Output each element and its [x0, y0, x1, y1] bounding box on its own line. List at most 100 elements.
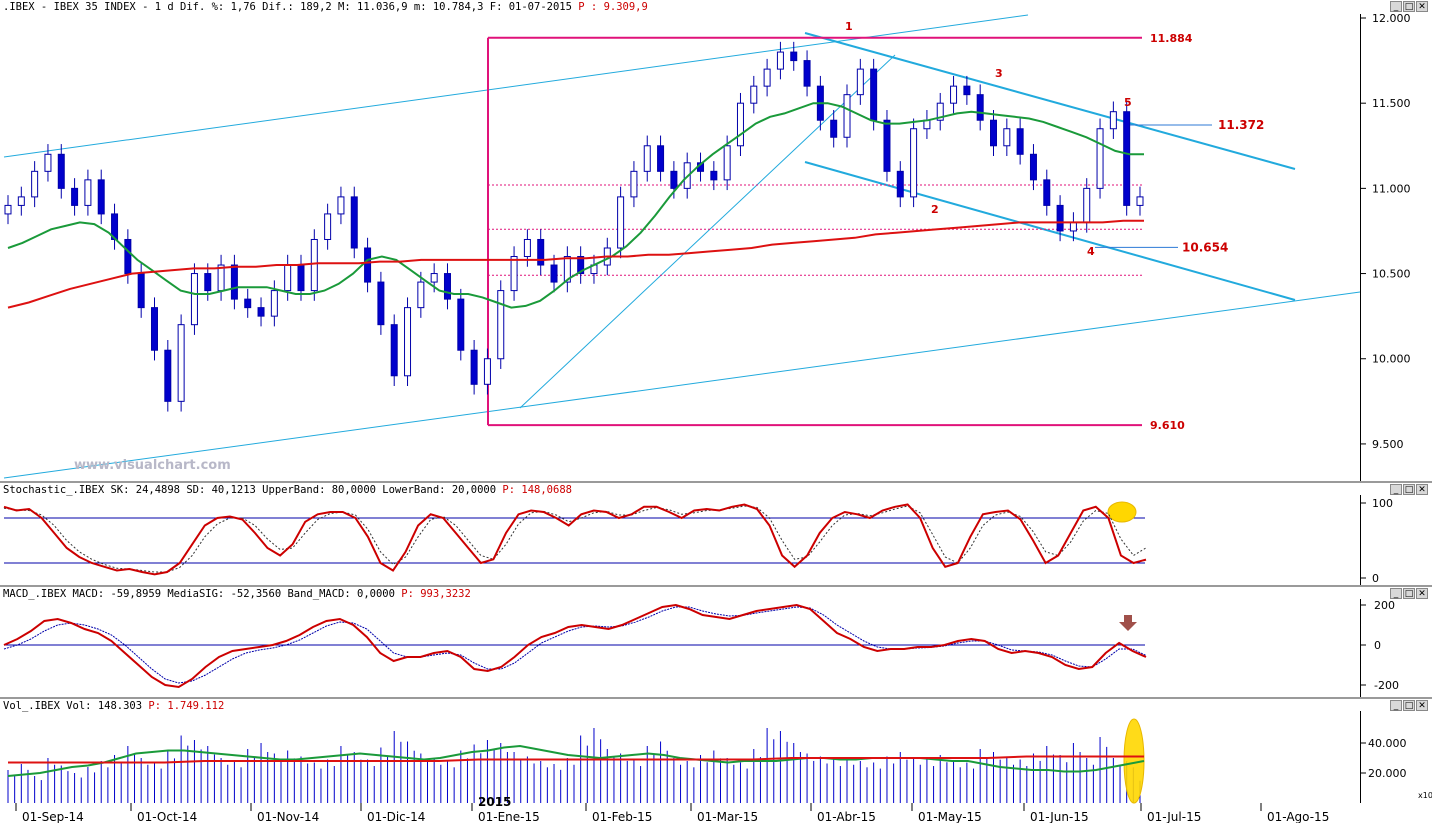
candle	[563, 246, 571, 293]
candle	[843, 84, 851, 148]
candle	[510, 246, 518, 301]
volume-axis-separator	[1360, 711, 1361, 803]
candle	[137, 263, 145, 318]
bear-candle-body	[257, 307, 265, 317]
bull-candle-body	[270, 290, 278, 317]
bull-candle-body	[936, 102, 944, 121]
minimize-button[interactable]: _	[1390, 588, 1402, 599]
macd-window-buttons: _ □ ✕	[1390, 588, 1428, 599]
price-header-text: .IBEX - IBEX 35 INDEX - 1 d Dif. %: 1,76…	[3, 1, 572, 13]
bull-candle-body	[1069, 221, 1077, 232]
bull-candle-body	[310, 238, 318, 292]
candle	[71, 178, 79, 216]
wave-label-3: 3	[995, 67, 1003, 80]
candle	[537, 229, 545, 276]
bull-candle-body	[17, 196, 25, 206]
bear-candle-body	[670, 170, 678, 189]
bull-candle-body	[324, 213, 332, 240]
close-button[interactable]: ✕	[1416, 1, 1428, 12]
macd-pane[interactable]: MACD_.IBEX MACD: -59,8959 MediaSIG: -52,…	[0, 587, 1432, 697]
y-tick-label: 11.000	[1372, 182, 1411, 195]
candle	[830, 110, 838, 148]
price-pane-header: .IBEX - IBEX 35 INDEX - 1 d Dif. %: 1,76…	[3, 0, 648, 14]
stochastic-sd-line	[3, 505, 1147, 573]
candle	[111, 203, 119, 250]
candle	[337, 186, 345, 225]
bear-candle-body	[164, 349, 172, 402]
volume-window-buttons: _ □ ✕	[1390, 700, 1428, 711]
bear-candle-body	[377, 281, 385, 326]
bull-candle-body	[736, 102, 744, 147]
price-axis-separator	[1360, 14, 1361, 481]
bull-candle-body	[1109, 111, 1117, 130]
bear-candle-body	[57, 153, 65, 189]
y-tick-label: 0	[1372, 572, 1379, 585]
macd-line	[3, 603, 1147, 689]
candle	[97, 169, 105, 225]
candle	[443, 263, 451, 310]
bear-candle-body	[150, 307, 158, 351]
candle	[57, 144, 65, 199]
sma-short-line	[7, 102, 1144, 309]
bear-candle-body	[537, 238, 545, 266]
bear-candle-body	[1123, 111, 1131, 206]
candle	[404, 297, 412, 386]
stochastic-sk-line	[3, 503, 1147, 576]
maximize-button[interactable]: □	[1403, 700, 1415, 711]
bear-candle-body	[1029, 153, 1037, 181]
bull-candle-body	[643, 145, 651, 172]
minimize-button[interactable]: _	[1390, 700, 1402, 711]
x-tick-label: 01-Mar-15	[697, 810, 758, 823]
pane-divider-2[interactable]	[0, 585, 1432, 587]
candle	[710, 161, 718, 191]
candle	[790, 41, 798, 71]
candle	[31, 161, 39, 208]
candle	[350, 186, 358, 259]
candle	[963, 75, 971, 105]
volume-chart[interactable]: 40.000 20.000 x10 01-Sep-14 01-Oct-14 01-Nov-…	[0, 699, 1432, 823]
candle	[377, 271, 385, 335]
x-tick-label: 01-Dic-14	[367, 810, 425, 823]
maximize-button[interactable]: □	[1403, 588, 1415, 599]
candle	[617, 186, 625, 259]
stochastic-pane[interactable]: Stochastic_.IBEX SK: 24,4898 SD: 40,1213…	[0, 483, 1432, 585]
stochastic-chart[interactable]: 100 0	[0, 483, 1432, 585]
candle	[923, 110, 931, 139]
candle	[910, 118, 918, 208]
candle	[750, 75, 758, 114]
pane-divider-1[interactable]	[0, 481, 1432, 483]
level-label-11372: 11.372	[1218, 118, 1264, 132]
maximize-button[interactable]: □	[1403, 1, 1415, 12]
price-chart[interactable]: 12.000 11.500 11.000 10.500 10.000 9.500 11.88…	[0, 0, 1432, 481]
volume-pane[interactable]: Vol_.IBEX Vol: 148.303 P: 1.749.112 _ □ …	[0, 699, 1432, 823]
price-pane[interactable]: .IBEX - IBEX 35 INDEX - 1 d Dif. %: 1,76…	[0, 0, 1432, 481]
maximize-button[interactable]: □	[1403, 484, 1415, 495]
close-button[interactable]: ✕	[1416, 484, 1428, 495]
bear-candle-body	[457, 298, 465, 351]
y-tick-label: 10.000	[1372, 353, 1411, 366]
bull-candle-body	[84, 179, 92, 206]
y-tick-label: 0	[1374, 639, 1381, 652]
volume-header: Vol_.IBEX Vol: 148.303 P: 1.749.112	[3, 699, 224, 713]
candle	[896, 161, 904, 208]
volume-header-text: Vol_.IBEX Vol: 148.303	[3, 700, 143, 712]
candle	[936, 92, 944, 131]
year-marker: 2015	[478, 795, 511, 809]
macd-chart[interactable]: 200 0 -200	[0, 587, 1432, 697]
x10-label: x10	[1418, 791, 1432, 800]
x-tick-label: 01-Ene-15	[478, 810, 540, 823]
wave-label-1: 1	[845, 20, 853, 33]
bull-candle-body	[910, 128, 918, 198]
candle	[657, 135, 665, 182]
minimize-button[interactable]: _	[1390, 1, 1402, 12]
x-tick-label: 01-May-15	[918, 810, 982, 823]
y-tick-label: 11.500	[1372, 97, 1411, 110]
bear-candle-body	[470, 349, 478, 385]
watermark-text: www.visualchart.com	[74, 458, 231, 473]
pane-divider-3[interactable]	[0, 697, 1432, 699]
minimize-button[interactable]: _	[1390, 484, 1402, 495]
candle	[643, 135, 651, 182]
close-button[interactable]: ✕	[1416, 700, 1428, 711]
close-button[interactable]: ✕	[1416, 588, 1428, 599]
candle	[164, 340, 172, 412]
